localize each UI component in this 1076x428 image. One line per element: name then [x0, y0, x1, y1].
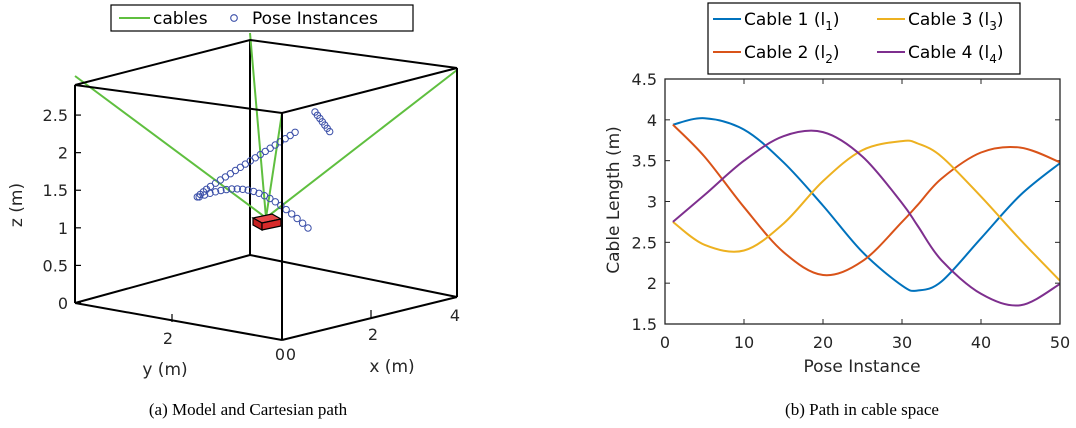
frame-back-edges — [74, 40, 458, 304]
x-axis-ticks: 0 10 20 30 40 50 — [660, 79, 1070, 352]
plot-2d: 0 10 20 30 40 50 1.5 2 2.5 3 3.5 4 4.5 Pose Instanc… — [604, 2, 1070, 419]
cables-group — [74, 32, 458, 219]
pose-point — [293, 214, 301, 223]
x-tick-label: 50 — [1050, 333, 1070, 352]
cable-line — [74, 75, 267, 219]
frame-edge — [74, 302, 283, 341]
x-tick-label: 30 — [892, 333, 912, 352]
frame-edge — [74, 254, 251, 304]
pose-point — [304, 224, 312, 232]
legend-left: cables Pose Instances — [110, 4, 414, 32]
pose-point — [288, 210, 296, 218]
legend-pose-swatch — [230, 14, 238, 22]
pose-point — [228, 185, 236, 193]
y-axis-ticks: 2 0 — [163, 314, 285, 364]
z-tick-label: 0 — [58, 294, 68, 313]
frame-edge — [249, 254, 458, 298]
x-tick-label: 0 — [286, 345, 296, 364]
pose-point — [291, 128, 299, 137]
y-axis-label: Cable Length (m) — [604, 126, 624, 274]
pose-point — [233, 185, 242, 193]
x-tick-label: 2 — [368, 325, 378, 344]
series-line-cable-3 — [672, 139, 1061, 282]
caption-left: (a) Model and Cartesian path — [149, 400, 348, 419]
y-tick-label: 2 — [163, 329, 173, 348]
legend-pose-label: Pose Instances — [252, 9, 378, 29]
pose-point — [211, 188, 220, 196]
pose-point — [311, 108, 319, 116]
y-tick-label: 3.5 — [632, 152, 657, 171]
legend-right: Cable 1 (l1) Cable 3 (l3) Cable 2 (l2) Cabl… — [707, 2, 1021, 75]
x-tick-label: 0 — [660, 333, 670, 352]
y-tick-label: 4.5 — [632, 70, 657, 89]
legend-label-cable-1: Cable 1 (l1) — [744, 10, 840, 33]
plot-3d: 0 0.5 1 1.5 2 2.5 z (m) 2 0 y (m) 0 2 4 x (m)… — [7, 4, 460, 419]
frame-front-edges — [74, 38, 458, 341]
x-axis-label: x (m) — [369, 357, 414, 377]
legend-cables-label: cables — [153, 9, 208, 29]
z-axis-label: z (m) — [7, 183, 27, 227]
plot-area — [665, 79, 1060, 324]
x-tick-label: 20 — [813, 333, 833, 352]
legend-entries: Cable 1 (l1) Cable 3 (l3) Cable 2 (l2) Cabl… — [713, 10, 1004, 66]
pose-point — [217, 186, 225, 195]
pose-instances-group — [193, 108, 334, 232]
series-line-cable-2 — [672, 123, 1061, 277]
platform — [251, 213, 283, 232]
z-axis-ticks: 0 0.5 1 1.5 2 2.5 — [43, 106, 81, 313]
x-tick-label: 4 — [450, 306, 460, 325]
cable-line — [265, 112, 283, 218]
y-tick-label: 3 — [647, 193, 657, 212]
caption-right: (b) Path in cable space — [785, 400, 939, 419]
legend-label-cable-4: Cable 4 (l4) — [908, 43, 1004, 66]
legend-box — [110, 4, 414, 32]
y-tick-label: 4 — [647, 111, 657, 130]
pose-point — [244, 186, 252, 194]
cable-line — [265, 69, 458, 219]
z-tick-label: 0.5 — [43, 256, 68, 275]
series-lines — [672, 117, 1061, 307]
series-line-cable-4 — [672, 129, 1061, 307]
z-tick-label: 2.5 — [43, 106, 68, 125]
y-tick-label: 1.5 — [632, 315, 657, 334]
z-tick-label: 2 — [58, 144, 68, 163]
x-axis-label: Pose Instance — [803, 357, 920, 377]
pose-point — [271, 198, 279, 206]
pose-point — [239, 185, 247, 194]
series-line-cable-1 — [672, 117, 1061, 292]
frame-edge — [281, 296, 458, 341]
plot-frame — [664, 78, 1061, 325]
y-tick-label: 2 — [647, 274, 657, 293]
cable-line — [249, 32, 267, 218]
y-tick-label: 2.5 — [632, 233, 657, 252]
pose-point — [249, 187, 258, 196]
pose-point — [277, 201, 285, 210]
pose-point — [222, 185, 231, 194]
frame-top-face — [74, 38, 458, 115]
z-tick-label: 1 — [58, 219, 68, 238]
x-tick-label: 10 — [734, 333, 754, 352]
pose-point — [298, 219, 307, 227]
y-axis-label: y (m) — [142, 360, 187, 380]
x-axis-ticks: 0 2 4 — [286, 306, 460, 364]
x-tick-label: 40 — [971, 333, 991, 352]
legend-label-cable-3: Cable 3 (l3) — [908, 10, 1004, 33]
legend-box — [707, 2, 1021, 75]
z-tick-label: 1.5 — [43, 181, 68, 200]
legend-label-cable-2: Cable 2 (l2) — [744, 43, 840, 66]
y-tick-label: 0 — [275, 345, 285, 364]
